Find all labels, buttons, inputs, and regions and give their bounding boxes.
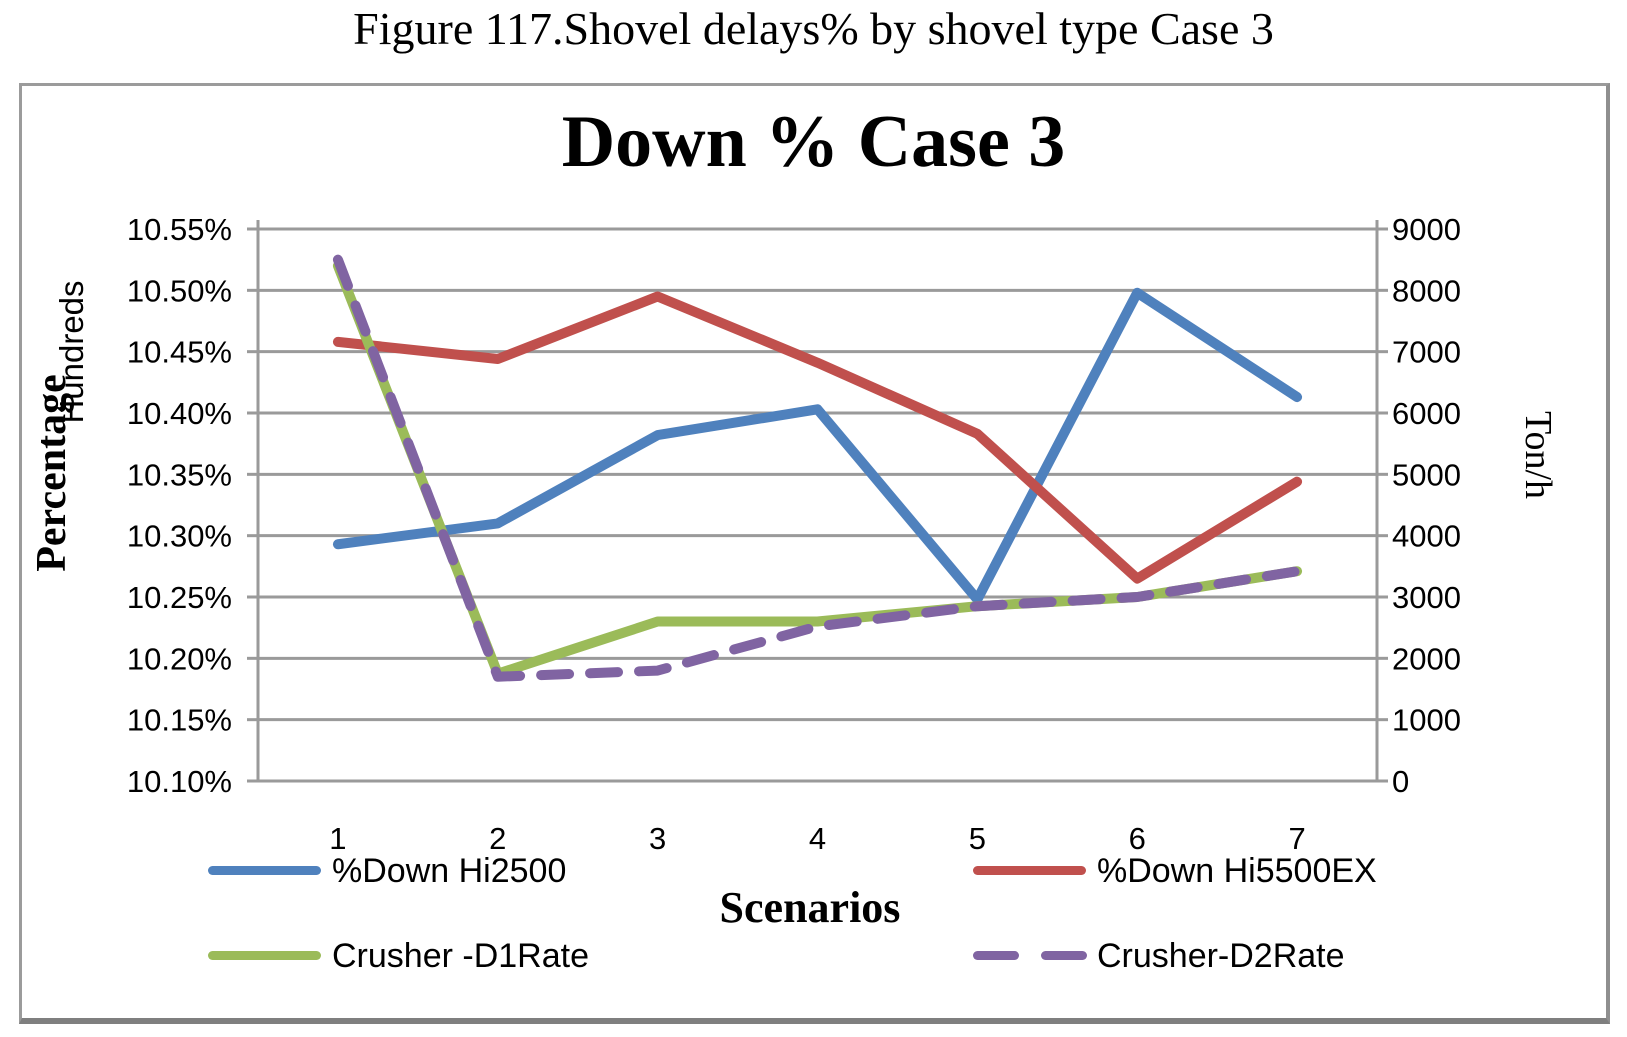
right-axis-tick-label: 7000 <box>1392 335 1461 370</box>
legend-label-hi2500: %Down Hi2500 <box>332 852 567 890</box>
series-line-crusher-d1rate <box>332 260 1303 679</box>
x-axis-tick-label: 7 <box>1288 821 1305 856</box>
left-axis-tick-label: 10.15% <box>127 703 232 738</box>
legend-swatch-d2rate-dash2 <box>1041 951 1087 960</box>
left-axis-tick-label: 10.50% <box>127 273 232 308</box>
right-axis-tick-label: 1000 <box>1392 703 1461 738</box>
x-axis-tick-label: 3 <box>649 821 666 856</box>
left-axis-tick-label: 10.40% <box>127 396 232 431</box>
right-axis-tick-label: 5000 <box>1392 457 1461 492</box>
left-axis-tick-label: 10.55% <box>127 212 232 247</box>
figure-caption: Figure 117.Shovel delays% by shovel type… <box>353 3 1274 54</box>
left-axis-tick-label: 10.25% <box>127 580 232 615</box>
right-axis-tick-label: 6000 <box>1392 396 1461 431</box>
series-line-crusher-d2rate <box>332 254 1303 682</box>
x-axis-tick-label: 5 <box>969 821 986 856</box>
left-axis-units-label: Hundreds <box>53 280 90 424</box>
chart-title: Down % Case 3 <box>561 101 1066 183</box>
right-axis-tick-label: 2000 <box>1392 641 1461 676</box>
left-axis-tick-label: 10.10% <box>127 764 232 799</box>
x-axis-title: Scenarios <box>719 883 901 932</box>
left-axis-tick-label: 10.35% <box>127 457 232 492</box>
legend-label-d2rate: Crusher-D2Rate <box>1097 937 1345 975</box>
legend-swatch-hi2500 <box>208 866 321 875</box>
legend-swatch-d2rate-dash1 <box>973 951 1019 960</box>
left-axis-tick-label: 10.30% <box>127 519 232 554</box>
x-axis-tick-label: 1 <box>329 821 346 856</box>
legend-label-d1rate: Crusher -D1Rate <box>332 937 589 975</box>
right-axis-tick-label: 3000 <box>1392 580 1461 615</box>
right-axis-tick-label: 4000 <box>1392 519 1461 554</box>
legend-swatch-hi5500ex <box>973 866 1086 875</box>
right-axis-tick-label: 9000 <box>1392 212 1461 247</box>
x-axis-tick-label: 4 <box>809 821 826 856</box>
right-axis-title: Ton/h <box>1517 410 1559 500</box>
x-axis-tick-label: 6 <box>1129 821 1146 856</box>
legend-swatch-d1rate <box>208 951 321 960</box>
right-axis-tick-label: 0 <box>1392 764 1409 799</box>
left-axis-tick-label: 10.20% <box>127 641 232 676</box>
legend-label-hi5500ex: %Down Hi5500EX <box>1097 852 1377 890</box>
right-axis-tick-label: 8000 <box>1392 273 1461 308</box>
series-line--down-hi5500ex <box>332 291 1303 584</box>
x-axis-tick-label: 2 <box>489 821 506 856</box>
left-axis-tick-label: 10.45% <box>127 335 232 370</box>
series-line--down-hi2500 <box>332 287 1303 605</box>
